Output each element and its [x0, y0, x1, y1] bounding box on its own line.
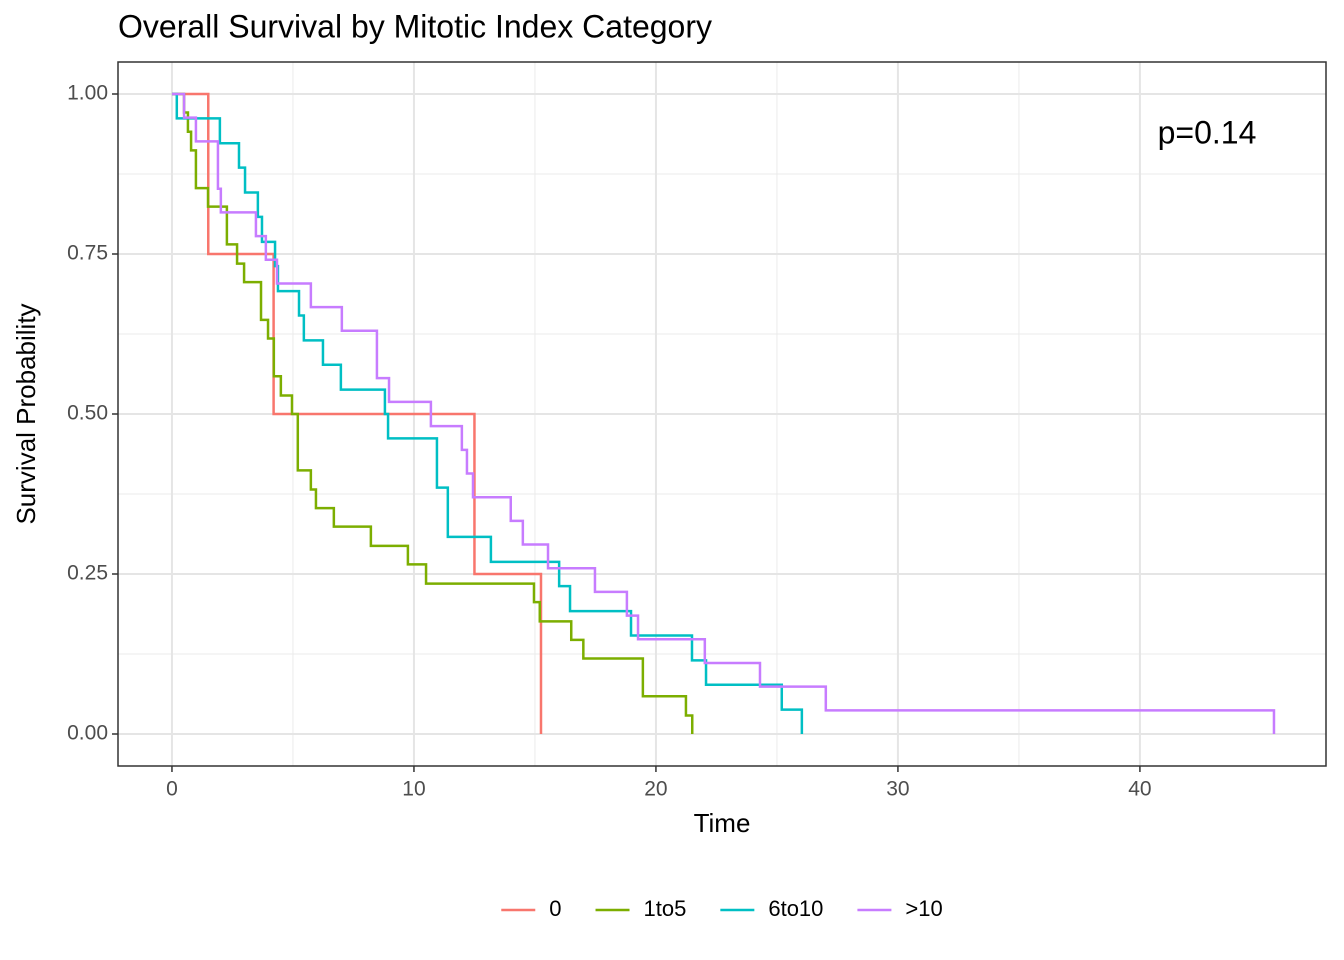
plot-border: [117, 61, 1327, 767]
survival-curve: [171, 92, 543, 734]
annotation: p=0.14: [1158, 114, 1257, 150]
x-axis-label: Time: [694, 808, 751, 838]
legend-label: 0: [549, 896, 561, 921]
survival-curve: [171, 92, 804, 734]
x-tick-label: 40: [1128, 778, 1151, 801]
y-axis-label: Survival Probability: [11, 303, 41, 524]
x-tick-label: 0: [166, 778, 178, 801]
legend-label: 6to10: [768, 896, 823, 921]
y-tick-label: 0.00: [67, 722, 108, 745]
legend-label: >10: [905, 896, 942, 921]
x-tick-label: 20: [644, 778, 667, 801]
legend: 0 1to5 6to10 >10: [501, 896, 943, 921]
survival-curve: [171, 92, 694, 734]
y-tick-label: 0.50: [67, 402, 108, 425]
y-tick-label: 0.25: [67, 562, 108, 585]
chart-title: Overall Survival by Mitotic Index Catego…: [118, 8, 712, 44]
y-tick-label: 0.75: [67, 242, 108, 265]
x-tick-label: 10: [402, 778, 425, 801]
survival-curve: [171, 92, 1276, 734]
legend-label: 1to5: [644, 896, 687, 921]
y-tick-label: 1.00: [67, 82, 108, 105]
x-tick-label: 30: [886, 778, 909, 801]
